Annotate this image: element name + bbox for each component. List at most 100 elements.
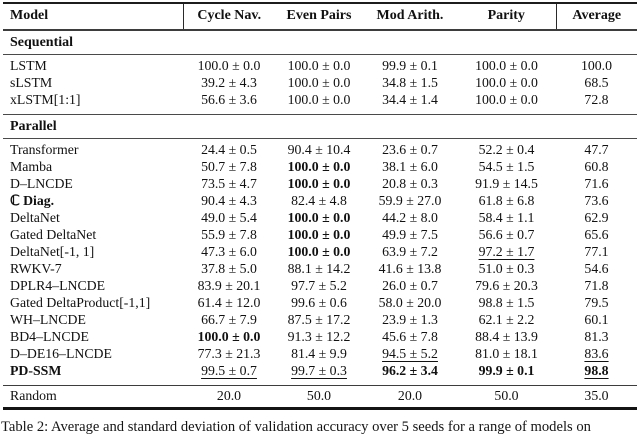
model-name-cell: RWKV-7 bbox=[10, 261, 62, 276]
value-cell: 81.0 ± 18.1 bbox=[457, 345, 556, 362]
value: 88.4 ± 13.9 bbox=[475, 329, 538, 344]
model-name-cell: BD4–LNCDE bbox=[10, 329, 89, 344]
value: 83.9 ± 20.1 bbox=[197, 278, 261, 293]
model-name-cell: Mamba bbox=[10, 159, 53, 174]
value: 99.9 ± 0.1 bbox=[382, 58, 438, 73]
value-cell: 45.6 ± 7.8 bbox=[363, 328, 457, 345]
value-cell: 56.6 ± 0.7 bbox=[457, 226, 556, 243]
value: 62.1 ± 2.2 bbox=[478, 312, 535, 327]
value-cell: 94.5 ± 5.2 bbox=[363, 345, 457, 362]
value: 77.3 ± 21.3 bbox=[197, 346, 261, 361]
value: 97.7 ± 5.2 bbox=[291, 278, 347, 293]
value: 100.0 ± 0.0 bbox=[287, 92, 351, 107]
value: 96.2 ± 3.4 bbox=[382, 363, 438, 378]
value: 100.0 ± 0.0 bbox=[475, 75, 538, 90]
value-cell: 96.2 ± 3.4 bbox=[363, 362, 457, 386]
value: 100.0 ± 0.0 bbox=[287, 176, 351, 191]
value-cell: 100.0 ± 0.0 bbox=[275, 74, 363, 91]
value: 100.0 ± 0.0 bbox=[287, 159, 351, 174]
value-cell: 35.0 bbox=[556, 385, 637, 410]
table-row: PD-SSM 99.5 ± 0.7 99.7 ± 0.3 96.2 ± 3.4 99.9… bbox=[3, 362, 637, 386]
value-cell: 51.0 ± 0.3 bbox=[457, 260, 556, 277]
model-name-cell: PD-SSM bbox=[10, 363, 62, 378]
value: 20.8 ± 0.3 bbox=[382, 176, 438, 191]
value-cell: 83.6 bbox=[556, 345, 637, 362]
value: 47.3 ± 6.0 bbox=[201, 244, 257, 259]
value: 100.0 ± 0.0 bbox=[475, 92, 538, 107]
value: 77.1 bbox=[584, 244, 609, 259]
value: 99.7 ± 0.3 bbox=[291, 363, 347, 378]
value: 73.6 bbox=[584, 193, 609, 208]
table-row: xLSTM[1:1] 56.6 ± 3.6 100.0 ± 0.0 34.4 ± 1.… bbox=[3, 91, 637, 115]
value-cell: 20.8 ± 0.3 bbox=[363, 175, 457, 192]
value-cell: 44.2 ± 8.0 bbox=[363, 209, 457, 226]
value-cell: 83.9 ± 20.1 bbox=[183, 277, 275, 294]
value-cell: 66.7 ± 7.9 bbox=[183, 311, 275, 328]
value: 100.0 ± 0.0 bbox=[287, 75, 351, 90]
value-cell: 79.6 ± 20.3 bbox=[457, 277, 556, 294]
value-cell: 97.2 ± 1.7 bbox=[457, 243, 556, 260]
value: 61.4 ± 12.0 bbox=[197, 295, 261, 310]
value: 20.0 bbox=[216, 388, 242, 403]
value-cell: 60.8 bbox=[556, 158, 637, 175]
random-baseline-row: Random 20.0 50.0 20.0 50.0 35.0 bbox=[3, 385, 637, 410]
value: 50.0 bbox=[306, 388, 332, 403]
value-cell: 20.0 bbox=[183, 385, 275, 410]
value: 100.0 bbox=[580, 58, 613, 73]
table-row: LSTM 100.0 ± 0.0 100.0 ± 0.0 99.9 ± 0.1 100.… bbox=[3, 55, 637, 75]
section-heading-row: Parallel bbox=[3, 114, 637, 139]
value-cell: 61.4 ± 12.0 bbox=[183, 294, 275, 311]
value-cell: 91.9 ± 14.5 bbox=[457, 175, 556, 192]
value: 38.1 ± 6.0 bbox=[382, 159, 438, 174]
value-cell: 50.0 bbox=[457, 385, 556, 410]
value: 100.0 ± 0.0 bbox=[475, 58, 538, 73]
table-body: Sequential LSTM 100.0 ± 0.0 100.0 ± 0.0 99.9… bbox=[3, 29, 637, 410]
model-name-cell: Transformer bbox=[10, 142, 79, 157]
value: 52.2 ± 0.4 bbox=[478, 142, 535, 157]
value-cell: 99.5 ± 0.7 bbox=[183, 362, 275, 386]
value-cell: 41.6 ± 13.8 bbox=[363, 260, 457, 277]
table-row: DeltaNet[-1, 1] 47.3 ± 6.0 100.0 ± 0.0 63.9… bbox=[3, 243, 637, 260]
table-row: RWKV-7 37.8 ± 5.0 88.1 ± 14.2 41.6 ± 13.8 51… bbox=[3, 260, 637, 277]
value-cell: 99.7 ± 0.3 bbox=[275, 362, 363, 386]
value: 90.4 ± 4.3 bbox=[201, 193, 257, 208]
value-cell: 39.2 ± 4.3 bbox=[183, 74, 275, 91]
value-cell: 63.9 ± 7.2 bbox=[363, 243, 457, 260]
column-header-cycle-nav: Cycle Nav. bbox=[182, 2, 275, 31]
value-cell: 62.9 bbox=[556, 209, 637, 226]
value-cell: 49.9 ± 7.5 bbox=[363, 226, 457, 243]
value: 91.3 ± 12.2 bbox=[287, 329, 351, 344]
table-caption: Table 2: Average and standard deviation … bbox=[1, 419, 591, 434]
value-cell: 100.0 ± 0.0 bbox=[183, 55, 275, 75]
value-cell: 88.1 ± 14.2 bbox=[275, 260, 363, 277]
value-cell: 20.0 bbox=[363, 385, 457, 410]
value: 100.0 ± 0.0 bbox=[287, 227, 351, 242]
value-cell: 24.4 ± 0.5 bbox=[183, 139, 275, 159]
value: 65.6 bbox=[584, 227, 609, 242]
value: 50.0 bbox=[494, 388, 519, 403]
value-cell: 100.0 bbox=[556, 55, 637, 75]
value: 79.5 bbox=[584, 295, 609, 310]
table-row: DPLR4–LNCDE 83.9 ± 20.1 97.7 ± 5.2 26.0 ± 0… bbox=[3, 277, 637, 294]
value: 34.4 ± 1.4 bbox=[382, 92, 438, 107]
results-table: Model Cycle Nav. Even Pairs Mod Arith. P… bbox=[3, 2, 637, 410]
value: 61.8 ± 6.8 bbox=[478, 193, 535, 208]
value: 98.8 bbox=[584, 363, 609, 378]
value-cell: 100.0 ± 0.0 bbox=[457, 91, 556, 115]
value-cell: 47.7 bbox=[556, 139, 637, 159]
value-cell: 100.0 ± 0.0 bbox=[275, 243, 363, 260]
value: 99.6 ± 0.6 bbox=[291, 295, 347, 310]
value-cell: 90.4 ± 4.3 bbox=[183, 192, 275, 209]
table-row: D–LNCDE 73.5 ± 4.7 100.0 ± 0.0 20.8 ± 0.3 91… bbox=[3, 175, 637, 192]
column-header-even-pairs: Even Pairs bbox=[275, 2, 363, 31]
value: 100.0 ± 0.0 bbox=[287, 210, 351, 225]
value-cell: 81.3 bbox=[556, 328, 637, 345]
value-cell: 23.9 ± 1.3 bbox=[363, 311, 457, 328]
table-row: Transformer 24.4 ± 0.5 90.4 ± 10.4 23.6 ± 0… bbox=[3, 139, 637, 159]
value: 60.8 bbox=[584, 159, 609, 174]
value: 71.6 bbox=[584, 176, 609, 191]
table-row: ℂ Diag. 90.4 ± 4.3 82.4 ± 4.8 59.9 ± 27.0 61… bbox=[3, 192, 637, 209]
value-cell: 34.4 ± 1.4 bbox=[363, 91, 457, 115]
value-cell: 100.0 ± 0.0 bbox=[275, 226, 363, 243]
value-cell: 82.4 ± 4.8 bbox=[275, 192, 363, 209]
